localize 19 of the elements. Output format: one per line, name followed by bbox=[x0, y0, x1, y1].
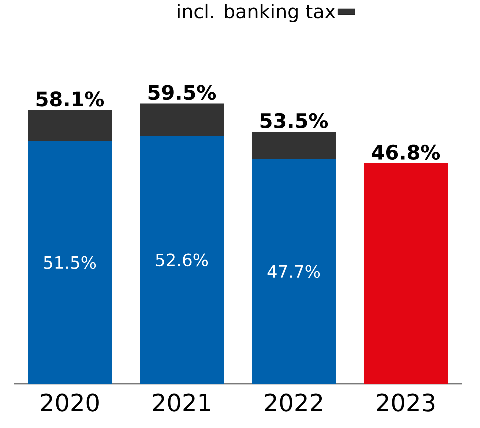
x-tick-label: 2020 bbox=[41, 394, 99, 412]
bar bbox=[140, 104, 224, 136]
legend-label: incl. banking tax bbox=[178, 4, 336, 22]
bar bbox=[364, 164, 448, 384]
x-tick-label: 2023 bbox=[377, 394, 435, 412]
x-tick-label: 2022 bbox=[265, 394, 322, 412]
total-label: 46.8% bbox=[372, 144, 440, 160]
bar bbox=[140, 136, 224, 384]
data-label: 51.5% bbox=[44, 256, 96, 270]
bar bbox=[252, 132, 336, 160]
bar bbox=[28, 141, 112, 384]
x-tick-label: 2021 bbox=[153, 394, 210, 412]
total-label: 53.5% bbox=[260, 113, 328, 128]
total-label: 59.5% bbox=[148, 85, 216, 100]
data-label: 47.7% bbox=[268, 265, 320, 278]
data-label: 52.6% bbox=[156, 254, 208, 267]
bar bbox=[252, 159, 336, 384]
total-label: 58.1% bbox=[36, 92, 104, 107]
bar bbox=[28, 110, 112, 142]
